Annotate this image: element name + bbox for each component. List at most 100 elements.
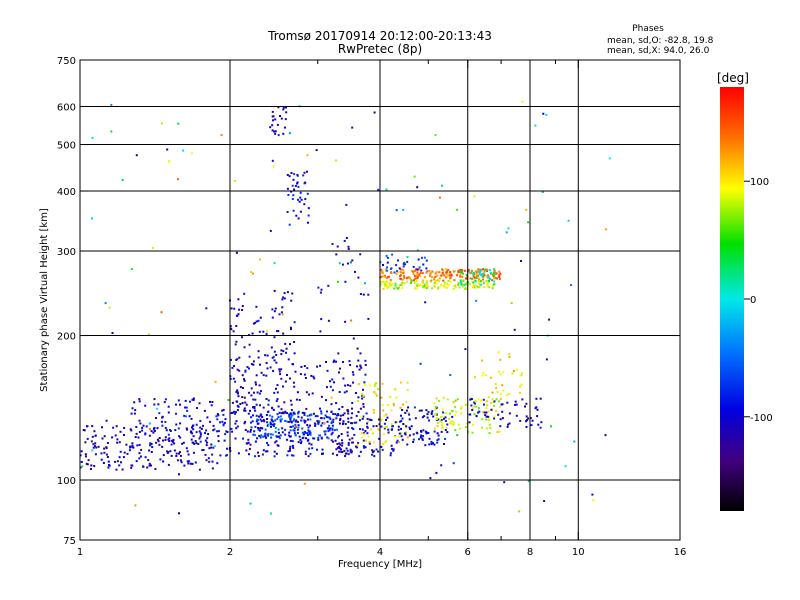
data-point xyxy=(268,424,271,427)
data-point xyxy=(488,286,491,289)
data-point xyxy=(440,424,443,427)
data-point xyxy=(336,454,339,457)
data-point xyxy=(187,462,190,465)
data-point xyxy=(373,391,376,394)
data-point xyxy=(459,275,462,278)
data-point xyxy=(494,277,497,280)
data-point xyxy=(475,405,478,408)
data-point xyxy=(397,435,400,438)
data-point xyxy=(372,409,375,411)
data-point xyxy=(341,263,344,266)
data-point xyxy=(471,407,474,410)
data-point xyxy=(190,438,193,441)
data-point xyxy=(536,415,539,418)
x-tick-label: 2 xyxy=(227,547,233,558)
data-point xyxy=(481,418,484,421)
data-point xyxy=(234,411,237,414)
data-point xyxy=(151,446,154,449)
data-point xyxy=(280,349,283,352)
data-point xyxy=(283,401,286,404)
data-point xyxy=(191,426,193,429)
data-point xyxy=(402,423,405,425)
data-point xyxy=(157,440,160,443)
data-point xyxy=(256,391,259,394)
data-point xyxy=(292,178,295,181)
data-point xyxy=(219,454,222,457)
data-point xyxy=(131,464,134,467)
data-point xyxy=(434,134,437,136)
data-point xyxy=(387,431,390,434)
data-point xyxy=(325,416,328,418)
data-point xyxy=(116,438,119,441)
data-point xyxy=(489,271,492,274)
data-point xyxy=(425,271,428,274)
data-point xyxy=(234,422,237,425)
data-point xyxy=(465,425,468,428)
data-point xyxy=(422,435,424,438)
data-point xyxy=(284,342,287,345)
data-point xyxy=(115,425,118,428)
data-point xyxy=(95,446,98,449)
data-point xyxy=(428,437,431,440)
data-point xyxy=(168,437,171,440)
data-point xyxy=(347,426,350,429)
data-point xyxy=(254,398,257,401)
data-point xyxy=(129,428,132,431)
data-point xyxy=(289,435,291,438)
data-point xyxy=(138,457,141,460)
data-point xyxy=(392,403,395,405)
data-point xyxy=(352,373,355,376)
data-point xyxy=(433,285,436,288)
data-point xyxy=(259,427,262,430)
data-point xyxy=(187,460,190,463)
data-point xyxy=(306,170,308,173)
data-point xyxy=(179,454,182,457)
data-point xyxy=(351,441,354,444)
data-point xyxy=(282,412,285,415)
data-point xyxy=(383,427,386,430)
data-point xyxy=(309,433,312,436)
data-point xyxy=(438,277,441,280)
data-point xyxy=(433,413,436,416)
data-point xyxy=(226,431,229,433)
data-point xyxy=(304,430,306,433)
data-point xyxy=(248,391,250,394)
data-point xyxy=(290,190,293,193)
data-point xyxy=(541,191,544,193)
data-point xyxy=(303,482,306,485)
data-point xyxy=(334,413,337,416)
data-point xyxy=(137,436,140,439)
data-point xyxy=(342,414,345,417)
data-point xyxy=(289,377,291,380)
data-point xyxy=(184,399,187,402)
data-point xyxy=(216,462,219,465)
data-point xyxy=(385,440,388,443)
data-point xyxy=(410,282,413,284)
data-point xyxy=(164,436,167,439)
data-point xyxy=(153,403,156,406)
data-point xyxy=(447,284,450,287)
data-point xyxy=(196,407,198,409)
data-point xyxy=(265,332,268,335)
data-point xyxy=(460,407,463,410)
data-point xyxy=(470,398,473,400)
data-point xyxy=(320,288,323,291)
data-point xyxy=(246,430,249,433)
data-point xyxy=(416,271,419,274)
data-point xyxy=(474,280,477,283)
data-point xyxy=(186,460,189,463)
data-point xyxy=(201,449,204,452)
data-point xyxy=(299,373,302,376)
data-point xyxy=(264,435,267,438)
data-point xyxy=(430,276,433,278)
data-point xyxy=(503,481,506,484)
data-point xyxy=(175,452,178,455)
data-point xyxy=(269,126,272,129)
data-point xyxy=(327,427,330,430)
data-point xyxy=(418,266,421,269)
data-point xyxy=(150,430,153,433)
y-tick-label: 500 xyxy=(57,141,76,152)
data-point xyxy=(244,370,247,373)
data-point xyxy=(384,283,387,286)
data-point xyxy=(392,448,395,451)
